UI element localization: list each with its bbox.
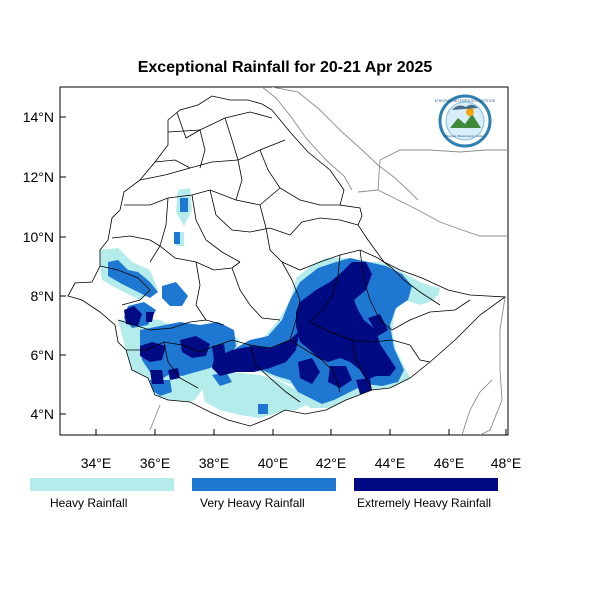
institute-logo: ETHIOPIAN METEOROLOGY INSTITUTE Ethiopia… [435,94,495,148]
map-title: Exceptional Rainfall for 20-21 Apr 2025 [138,59,433,76]
country-outline [67,95,507,427]
logo-text-bottom: Ethiopian Meteorology Institute [444,134,486,138]
y-tick-label: 10°N [23,229,54,245]
logo-text-top: ETHIOPIAN METEOROLOGY INSTITUTE [435,99,495,103]
y-axis [60,116,66,415]
y-tick-label: 12°N [23,169,54,185]
x-tick-label: 48°E [491,455,522,471]
plot-frame [59,86,509,436]
neighbor-borders [149,87,508,435]
legend-swatch-extremely-heavy [354,478,498,491]
y-tick-label: 14°N [23,109,54,125]
x-axis [95,429,507,435]
legend-label-heavy: Heavy Rainfall [50,496,127,510]
x-tick-label: 34°E [81,455,112,471]
legend-label-extremely-heavy: Extremely Heavy Rainfall [357,496,491,510]
x-tick-label: 36°E [140,455,171,471]
x-tick-label: 42°E [316,455,347,471]
x-tick-label: 40°E [258,455,289,471]
legend-swatch-very-heavy [192,478,336,491]
admin-boundaries [99,109,471,403]
legend: Heavy Rainfall Very Heavy Rainfall Extre… [30,478,498,510]
x-tick-label: 44°E [375,455,406,471]
x-tick-label: 38°E [199,455,230,471]
rainfall-layer [98,188,440,418]
y-tick-label: 8°N [31,288,55,304]
legend-label-very-heavy: Very Heavy Rainfall [200,496,305,510]
y-tick-label: 6°N [31,347,55,363]
legend-swatch-heavy [30,478,174,491]
y-tick-label: 4°N [31,406,55,422]
x-tick-label: 46°E [434,455,465,471]
